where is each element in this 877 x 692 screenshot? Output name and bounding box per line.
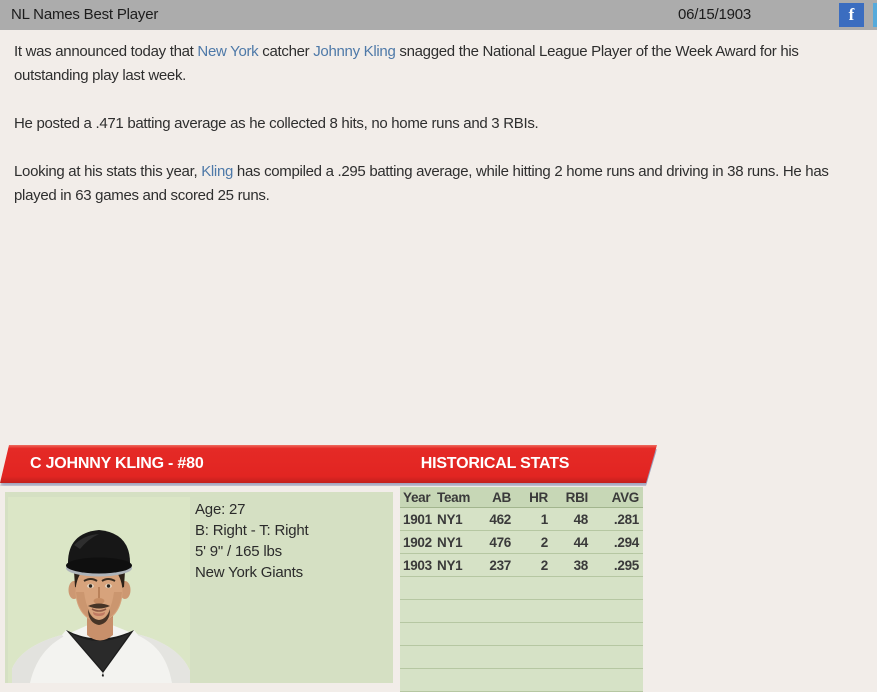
news-article: It was announced today that New York cat… (14, 40, 870, 232)
player-portrait (8, 497, 190, 683)
cell-year: 1903 (403, 557, 432, 573)
stats-header-row: Year Team AB HR RBI AVG (400, 487, 643, 508)
cell-rbi: 44 (573, 534, 589, 550)
news-title-bar: NL Names Best Player 06/15/1903 f (0, 0, 877, 30)
cell-hr: 1 (540, 511, 549, 527)
cell-hr: 2 (540, 534, 549, 550)
news-headline: NL Names Best Player (11, 6, 159, 23)
cell-ab: 462 (489, 511, 511, 527)
col-team: Team (437, 489, 471, 505)
player-card-banner: C JOHNNY KLING - #80 HISTORICAL STATS (0, 445, 657, 483)
article-paragraph: It was announced today that New York cat… (14, 40, 870, 88)
cell-avg: .294 (613, 534, 639, 550)
article-text: catcher (258, 43, 314, 60)
cell-rbi: 38 (573, 557, 589, 573)
player-age: Age: 27 (195, 501, 246, 518)
twitter-share-icon[interactable] (873, 3, 877, 27)
news-date: 06/15/1903 (678, 6, 752, 23)
facebook-share-icon[interactable]: f (839, 3, 864, 27)
cell-team: NY1 (437, 511, 463, 527)
historical-stats-title: HISTORICAL STATS (420, 455, 570, 472)
article-paragraph: He posted a .471 batting average as he c… (14, 115, 539, 132)
stats-row-1901: 1901 NY1 462 1 48 .281 (400, 508, 643, 531)
article-text: Looking at his stats this year, (14, 163, 202, 180)
col-hr: HR (529, 489, 548, 505)
article-paragraph: Looking at his stats this year, Kling ha… (14, 160, 870, 208)
cell-year: 1901 (403, 511, 432, 527)
cell-avg: .295 (613, 557, 639, 573)
stats-empty-row (400, 669, 643, 692)
cell-ab: 476 (489, 534, 511, 550)
cell-year: 1902 (403, 534, 432, 550)
stats-row-1903: 1903 NY1 237 2 38 .295 (400, 554, 643, 577)
player-card-panel: Age: 27 B: Right - T: Right 5' 9" / 165 … (5, 492, 393, 683)
historical-stats-table: Year Team AB HR RBI AVG 1901 NY1 462 1 4… (400, 487, 643, 692)
article-text: snagged the National League Player of th… (14, 43, 799, 84)
team-link[interactable]: New York (197, 43, 259, 60)
player-bats-throws: B: Right - T: Right (195, 522, 309, 539)
col-rbi: RBI (565, 489, 589, 505)
player-card-title: C JOHNNY KLING - #80 (30, 455, 204, 472)
article-text: has compiled a .295 batting average, whi… (14, 163, 829, 204)
player-team: New York Giants (195, 564, 303, 581)
cell-ab: 237 (489, 557, 511, 573)
player-bio: Age: 27 B: Right - T: Right 5' 9" / 165 … (195, 499, 309, 583)
cell-rbi: 48 (573, 511, 589, 527)
player-link[interactable]: Johnny Kling (313, 43, 396, 60)
col-year: Year (403, 489, 431, 505)
stats-row-1902: 1902 NY1 476 2 44 .294 (400, 531, 643, 554)
cell-team: NY1 (437, 534, 463, 550)
player-link[interactable]: Kling (201, 163, 234, 180)
cell-team: NY1 (437, 557, 463, 573)
article-text: It was announced today that (14, 43, 198, 60)
stats-empty-row (400, 646, 643, 669)
player-height-weight: 5' 9" / 165 lbs (195, 543, 282, 560)
cell-hr: 2 (540, 557, 549, 573)
col-avg: AVG (611, 489, 640, 505)
stats-empty-row (400, 577, 643, 600)
stats-empty-row (400, 600, 643, 623)
cell-avg: .281 (613, 511, 639, 527)
col-ab: AB (492, 489, 511, 505)
stats-empty-row (400, 623, 643, 646)
